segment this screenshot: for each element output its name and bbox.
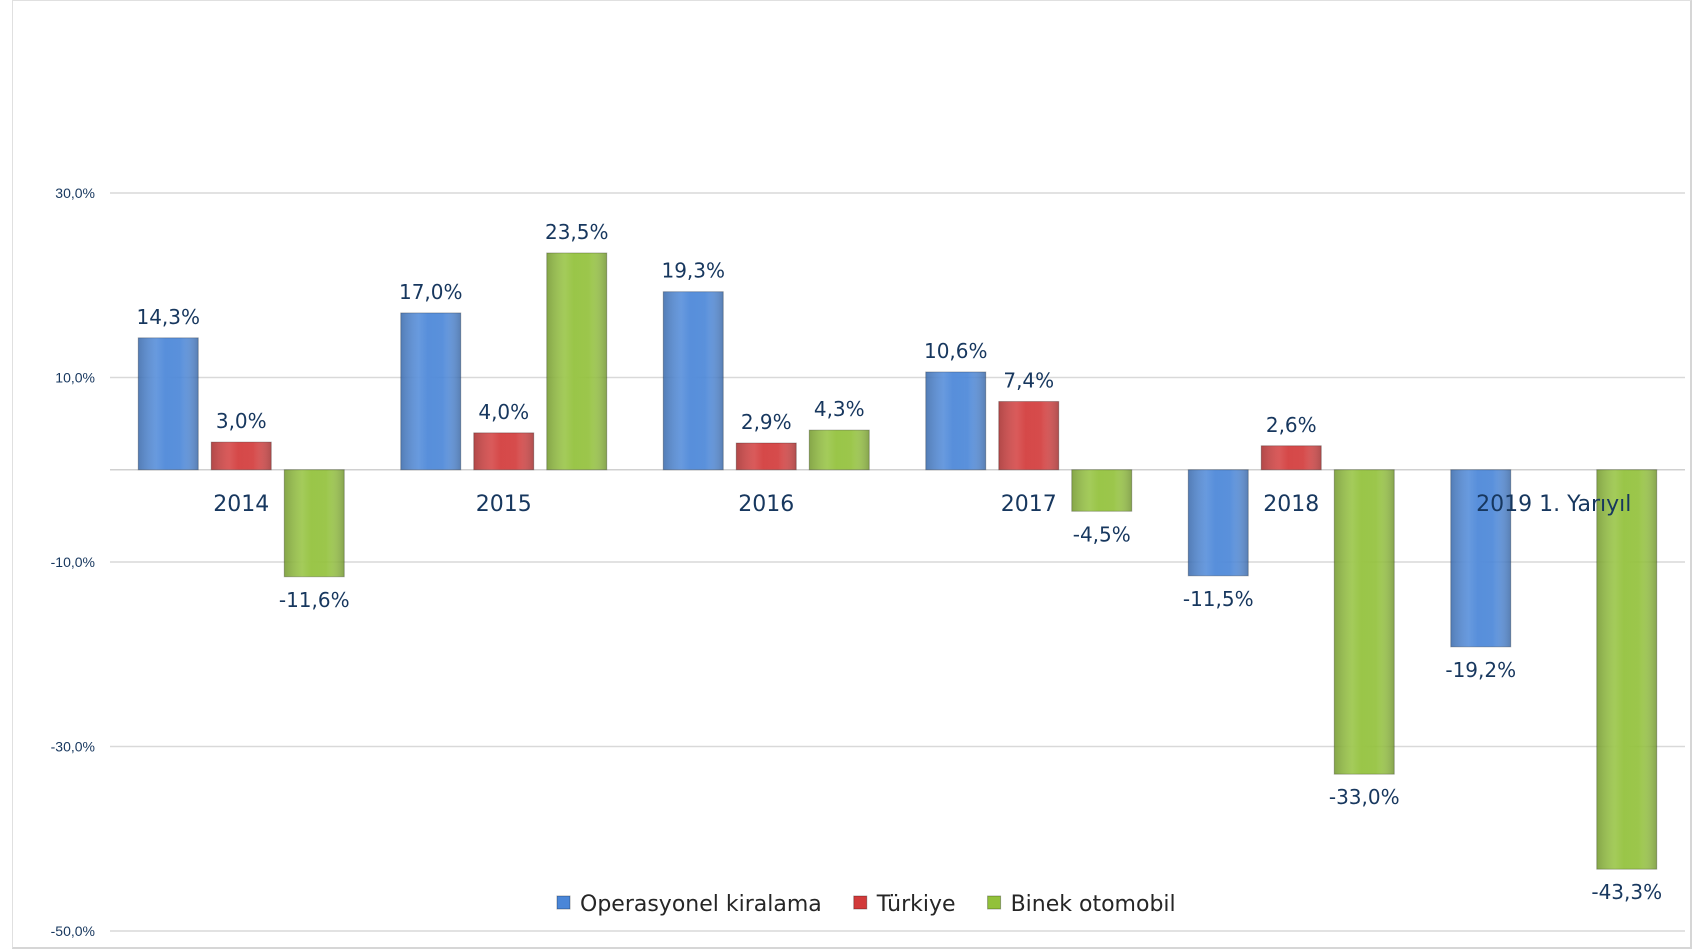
x-category-label: 2018 <box>1263 492 1319 517</box>
x-category-label: 2014 <box>213 492 269 517</box>
bar-shading <box>284 469 345 577</box>
data-label: -11,5% <box>1183 587 1254 611</box>
data-label: -11,6% <box>279 588 350 612</box>
bar-shading <box>211 442 272 470</box>
data-label: 4,3% <box>814 397 865 421</box>
data-label: 17,0% <box>399 280 463 304</box>
data-label: 14,3% <box>136 305 200 329</box>
x-category-label: 2015 <box>476 492 532 517</box>
x-axis-categories: 2014 2015 2016 2017 2018 2019 1. Yarıyıl <box>213 492 1631 517</box>
x-category-label: 2017 <box>1001 492 1057 517</box>
data-label: 4,0% <box>478 400 529 424</box>
chart-frame <box>12 0 1692 949</box>
bar-shading <box>138 337 199 470</box>
y-tick-label: -50,0% <box>51 923 95 939</box>
data-label: -33,0% <box>1329 785 1400 809</box>
bar-shading <box>1188 469 1249 576</box>
legend-label: Binek otomobil <box>1011 892 1176 917</box>
bar-shading <box>1334 469 1395 775</box>
bar-shading <box>1071 469 1132 512</box>
legend-swatch-operasyonel-kiralama <box>556 895 571 910</box>
data-label: -19,2% <box>1445 658 1516 682</box>
bar-shading <box>1596 469 1657 870</box>
legend-swatch-binek-otomobil <box>987 895 1002 910</box>
x-category-label: 2019 1. Yarıyıl <box>1476 492 1631 517</box>
data-label: 2,6% <box>1266 413 1317 437</box>
x-category-label: 2016 <box>738 492 794 517</box>
y-tick-label: 10,0% <box>55 370 95 386</box>
data-label: -43,3% <box>1591 880 1662 904</box>
y-tick-label: -10,0% <box>51 554 95 570</box>
bar-shading <box>925 371 986 470</box>
bar-shading <box>998 401 1059 470</box>
legend-swatch-türkiye <box>853 895 868 910</box>
gridlines <box>110 192 1685 932</box>
y-axis-ticks: 30,0% 10,0% -10,0% -30,0% -50,0% <box>51 185 95 939</box>
y-tick-label: 30,0% <box>55 185 95 201</box>
bars <box>137 252 1658 870</box>
legend: Operasyonel kiralama Türkiye Binek otomobi… <box>556 892 1176 917</box>
data-label: 19,3% <box>661 259 725 283</box>
data-label: 10,6% <box>924 339 988 363</box>
data-labels: 14,3% 3,0% -11,6% 17,0% 4,0% 23,5% 19,3% 2,9% 4,… <box>136 220 1662 904</box>
bar-shading <box>400 312 461 470</box>
bar-shading <box>809 430 870 470</box>
bar-shading <box>1450 469 1511 647</box>
data-label: 2,9% <box>741 410 792 434</box>
data-label: 7,4% <box>1003 368 1054 392</box>
data-label: 3,0% <box>216 409 267 433</box>
bar-shading <box>1261 445 1322 470</box>
data-label: 23,5% <box>545 220 609 244</box>
data-label: -4,5% <box>1073 522 1131 546</box>
legend-label: Türkiye <box>876 892 956 917</box>
bar-shading <box>546 252 607 470</box>
legend-label: Operasyonel kiralama <box>580 892 822 917</box>
bar-shading <box>663 291 724 470</box>
bar-shading <box>473 432 534 470</box>
bar-shading <box>736 442 797 470</box>
y-tick-label: -30,0% <box>51 739 95 755</box>
